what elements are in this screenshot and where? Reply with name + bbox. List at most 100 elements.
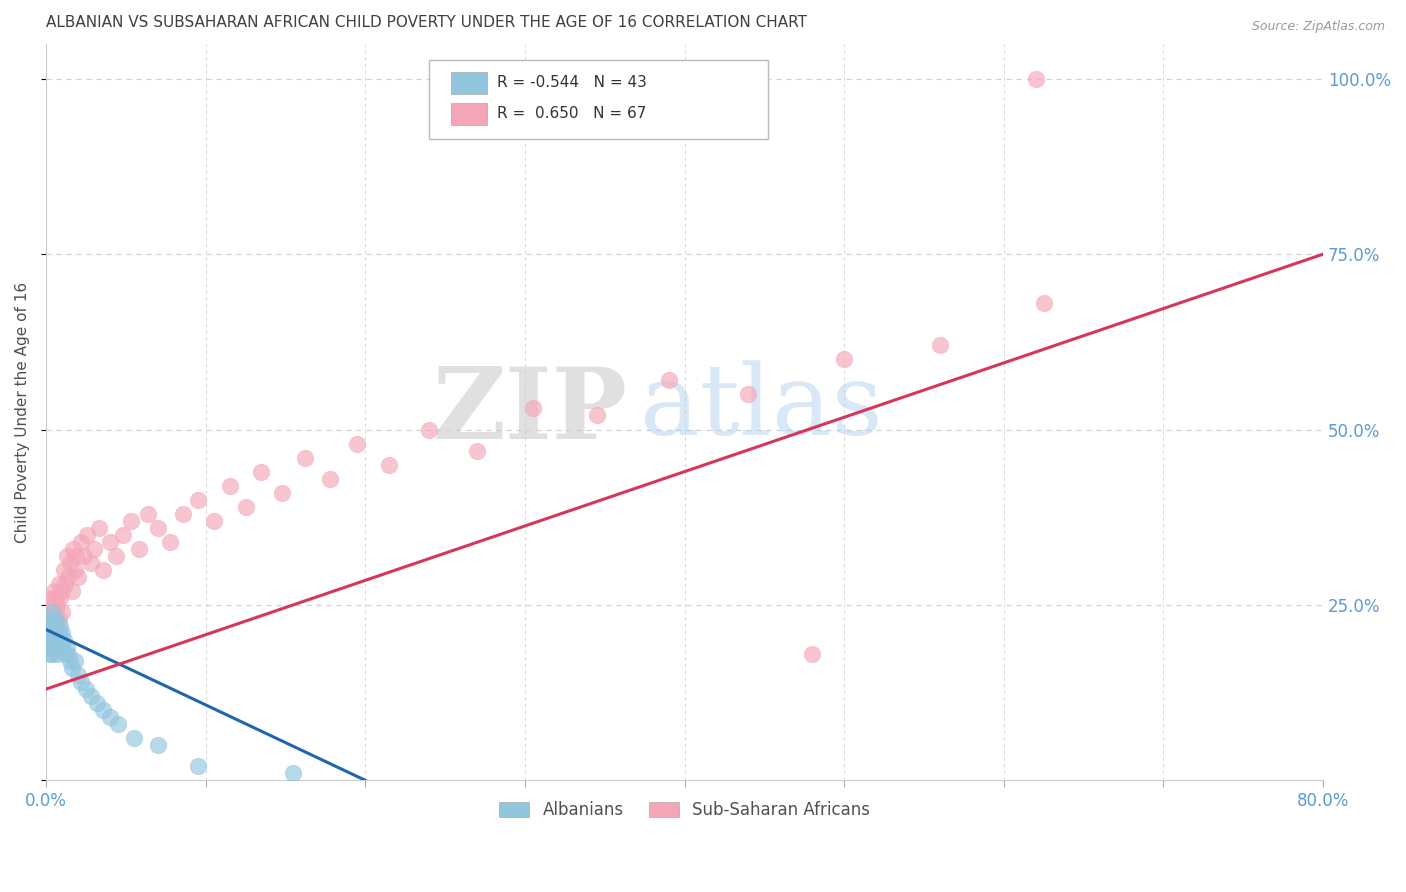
Point [66,668,89,682]
Point [187,492,209,507]
Point [58,647,80,661]
Point [55,549,77,563]
Point [37,632,59,647]
Point [658,373,681,387]
Point [70,675,93,690]
Point [41,619,63,633]
Point [52,563,75,577]
Point [39,632,62,647]
FancyBboxPatch shape [451,72,486,95]
Text: R = -0.544   N = 43: R = -0.544 N = 43 [496,75,647,90]
Point [235,500,257,514]
Point [93,563,115,577]
Point [70,534,93,549]
Point [42,632,65,647]
Point [49,591,72,605]
Point [66,570,89,584]
Point [37,632,59,647]
Point [41,605,63,619]
Point [51,640,73,654]
Point [63,563,86,577]
Point [1025,71,1047,86]
Point [801,647,824,661]
Point [59,654,82,668]
Point [128,541,150,556]
Point [120,514,142,528]
Point [45,591,67,605]
Point [53,647,76,661]
Point [38,640,60,654]
Point [48,612,70,626]
Point [378,458,401,472]
Text: Source: ZipAtlas.com: Source: ZipAtlas.com [1251,20,1385,33]
Point [159,534,181,549]
Point [87,521,110,535]
Point [38,647,60,661]
Point [76,528,98,542]
Point [79,556,101,570]
Point [60,583,83,598]
Point [42,612,65,626]
Point [48,577,70,591]
Point [136,507,159,521]
Point [53,577,76,591]
Point [218,478,240,492]
Point [48,626,70,640]
Text: ZIP: ZIP [432,363,627,460]
Point [51,605,73,619]
Point [585,409,607,423]
Point [418,423,440,437]
Point [52,632,75,647]
Point [46,598,69,612]
Point [46,647,69,661]
Point [250,465,273,479]
Point [294,450,316,465]
Point [65,549,87,563]
Point [51,583,73,598]
Point [98,534,121,549]
Point [187,759,209,773]
Point [42,619,65,633]
Y-axis label: Child Poverty Under the Age of 16: Child Poverty Under the Age of 16 [15,281,30,542]
Point [49,619,72,633]
Point [41,598,63,612]
Point [59,556,82,570]
Point [319,472,342,486]
Point [46,619,69,633]
Point [98,710,121,724]
Point [58,570,80,584]
Point [37,619,59,633]
Point [60,661,83,675]
Point [522,401,544,416]
Point [83,541,105,556]
Point [45,626,67,640]
Point [1032,296,1054,310]
Point [55,640,77,654]
Point [73,549,96,563]
Point [929,338,952,352]
Point [51,626,73,640]
Point [63,654,86,668]
Point [39,640,62,654]
Point [107,717,129,731]
Point [38,612,60,626]
Point [737,387,759,401]
Text: atlas: atlas [640,360,883,456]
Legend: Albanians, Sub-Saharan Africans: Albanians, Sub-Saharan Africans [491,793,879,827]
Point [271,485,294,500]
Point [62,541,84,556]
Point [37,619,59,633]
Point [46,632,69,647]
Point [93,703,115,717]
Point [146,521,169,535]
Point [45,605,67,619]
Point [202,514,225,528]
Point [146,738,169,752]
Point [832,352,855,367]
Point [38,626,60,640]
Point [75,682,97,697]
Point [39,619,62,633]
Point [122,731,145,746]
Text: R =  0.650   N = 67: R = 0.650 N = 67 [496,106,647,121]
Point [48,640,70,654]
